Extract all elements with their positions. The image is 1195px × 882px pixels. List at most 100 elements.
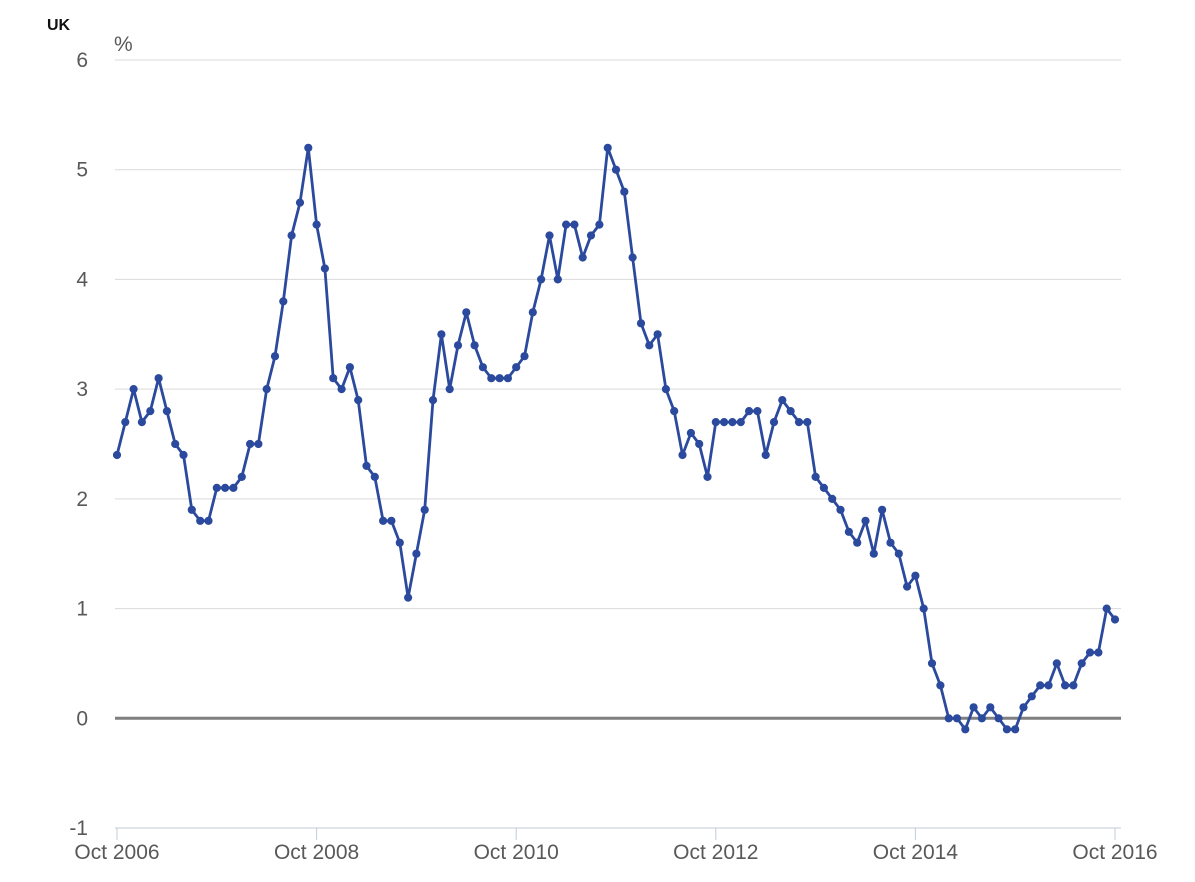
data-point[interactable]: [1094, 648, 1103, 657]
data-point[interactable]: [1102, 604, 1111, 613]
data-point[interactable]: [254, 439, 263, 449]
data-point[interactable]: [354, 396, 363, 405]
data-point[interactable]: [952, 714, 962, 723]
data-point[interactable]: [661, 385, 671, 394]
data-point[interactable]: [703, 472, 712, 481]
data-point[interactable]: [162, 407, 171, 416]
data-point[interactable]: [237, 472, 246, 481]
data-point[interactable]: [803, 418, 812, 427]
data-point[interactable]: [811, 472, 820, 481]
data-point[interactable]: [836, 505, 845, 514]
data-point[interactable]: [753, 407, 762, 416]
data-point[interactable]: [345, 363, 354, 372]
data-point[interactable]: [1085, 648, 1095, 657]
data-point[interactable]: [745, 407, 754, 416]
data-point[interactable]: [337, 385, 346, 394]
data-point[interactable]: [711, 418, 720, 427]
data-point[interactable]: [927, 659, 937, 668]
data-point[interactable]: [420, 505, 429, 514]
data-point[interactable]: [636, 319, 646, 328]
data-point[interactable]: [603, 143, 612, 152]
data-point[interactable]: [720, 418, 729, 427]
data-point[interactable]: [1036, 681, 1045, 690]
data-point[interactable]: [903, 582, 912, 591]
data-point[interactable]: [869, 549, 878, 558]
data-point[interactable]: [961, 725, 970, 734]
data-point[interactable]: [936, 681, 945, 690]
data-point[interactable]: [994, 714, 1003, 723]
data-point[interactable]: [395, 538, 404, 547]
data-point[interactable]: [279, 297, 288, 306]
data-point[interactable]: [1061, 681, 1070, 690]
data-point[interactable]: [379, 516, 388, 525]
data-point[interactable]: [312, 220, 321, 229]
data-point[interactable]: [861, 516, 870, 525]
data-point[interactable]: [570, 220, 579, 229]
data-point[interactable]: [828, 494, 837, 503]
data-point[interactable]: [1077, 659, 1086, 668]
data-point[interactable]: [129, 385, 138, 394]
data-point[interactable]: [562, 220, 571, 229]
data-point[interactable]: [769, 418, 779, 427]
data-point[interactable]: [387, 516, 396, 525]
data-point[interactable]: [412, 549, 421, 558]
data-point[interactable]: [545, 231, 554, 240]
data-point[interactable]: [295, 198, 305, 207]
data-point[interactable]: [112, 450, 122, 460]
data-point[interactable]: [695, 439, 704, 449]
data-point[interactable]: [628, 253, 637, 262]
data-point[interactable]: [462, 308, 471, 317]
data-point[interactable]: [470, 341, 479, 350]
data-point[interactable]: [270, 352, 280, 361]
data-point[interactable]: [503, 374, 512, 383]
data-point[interactable]: [819, 483, 829, 492]
data-point[interactable]: [653, 330, 662, 339]
data-point[interactable]: [944, 714, 953, 723]
data-point[interactable]: [320, 264, 329, 273]
data-point[interactable]: [512, 363, 521, 372]
data-point[interactable]: [453, 341, 463, 350]
data-point[interactable]: [1027, 692, 1036, 701]
data-point[interactable]: [794, 418, 804, 427]
data-point[interactable]: [495, 374, 504, 383]
data-point[interactable]: [911, 571, 920, 580]
data-point[interactable]: [595, 220, 604, 229]
data-point[interactable]: [678, 450, 687, 460]
data-point[interactable]: [586, 231, 596, 240]
data-point[interactable]: [1019, 703, 1028, 712]
data-point[interactable]: [786, 407, 795, 416]
data-point[interactable]: [146, 407, 155, 416]
data-point[interactable]: [171, 439, 180, 449]
data-point[interactable]: [886, 538, 895, 547]
data-point[interactable]: [1044, 681, 1053, 690]
data-point[interactable]: [620, 187, 629, 196]
data-point[interactable]: [287, 231, 296, 240]
data-point[interactable]: [487, 374, 496, 383]
data-point[interactable]: [894, 549, 903, 558]
data-point[interactable]: [196, 516, 205, 525]
data-point[interactable]: [246, 439, 255, 449]
data-point[interactable]: [1002, 725, 1012, 734]
data-point[interactable]: [428, 396, 438, 405]
data-point[interactable]: [1069, 681, 1078, 690]
data-point[interactable]: [578, 253, 587, 262]
data-point[interactable]: [404, 593, 413, 602]
data-point[interactable]: [262, 385, 271, 394]
data-point[interactable]: [537, 275, 546, 284]
data-point[interactable]: [187, 505, 196, 514]
data-point[interactable]: [670, 407, 679, 416]
data-point[interactable]: [478, 363, 487, 372]
data-point[interactable]: [853, 538, 862, 547]
data-point[interactable]: [1011, 725, 1020, 734]
data-point[interactable]: [221, 483, 230, 492]
data-point[interactable]: [1052, 659, 1061, 668]
data-point[interactable]: [437, 330, 446, 339]
data-point[interactable]: [878, 505, 887, 514]
data-point[interactable]: [179, 450, 188, 460]
data-point[interactable]: [204, 516, 213, 525]
data-point[interactable]: [728, 418, 737, 427]
data-point[interactable]: [445, 385, 454, 394]
data-point[interactable]: [977, 714, 987, 723]
data-point[interactable]: [611, 165, 621, 174]
data-point[interactable]: [137, 418, 146, 427]
